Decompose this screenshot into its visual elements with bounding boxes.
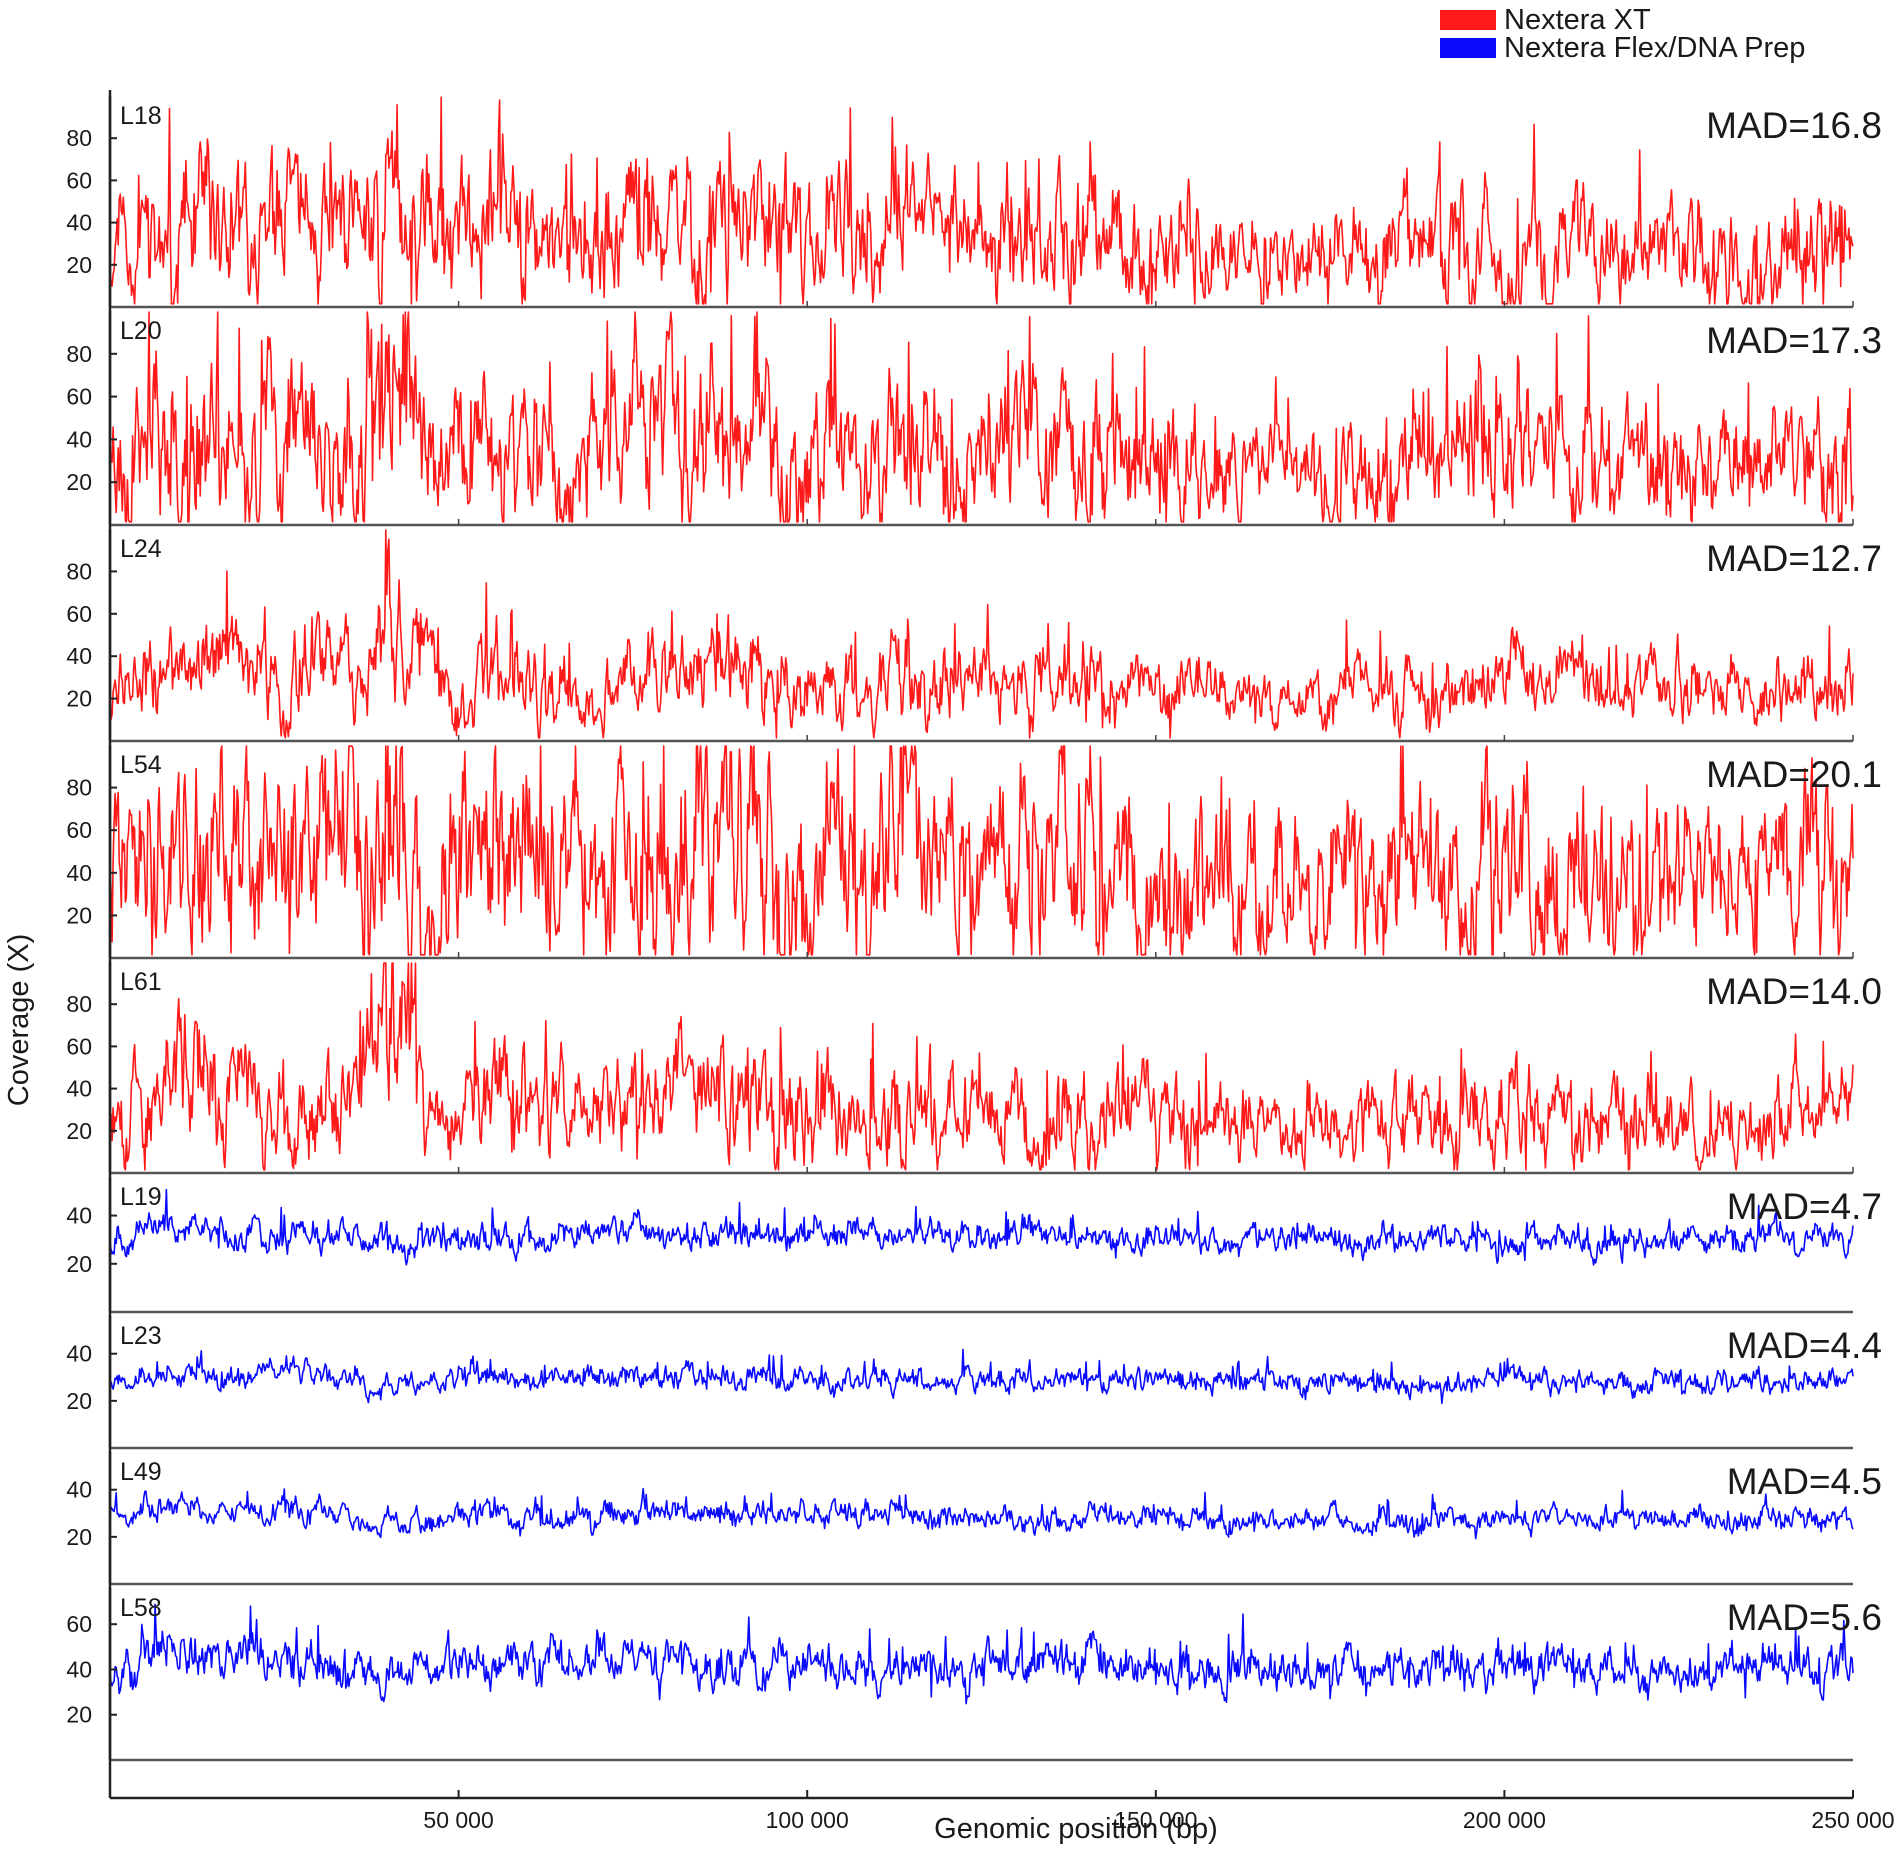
y-tick-label: 60 xyxy=(66,1611,92,1637)
panel-mad-label: MAD=5.6 xyxy=(1727,1597,1882,1638)
y-tick-label: 40 xyxy=(66,1203,92,1229)
panel-sample-label: L23 xyxy=(120,1322,162,1350)
y-tick-label: 20 xyxy=(66,1388,92,1414)
y-tick-label: 40 xyxy=(66,860,92,886)
series-line-l58 xyxy=(109,1603,1854,1705)
panel-sample-label: L54 xyxy=(120,751,162,779)
x-axis-title: Genomic position (bp) xyxy=(934,1813,1218,1845)
series-line-l61 xyxy=(109,962,1854,1171)
panel-l58: 20 40 60 L58 MAD=5.6 xyxy=(66,1588,1882,1762)
panel-l18: 20 40 60 80 L18 MAD=16.8 xyxy=(66,96,1882,309)
y-tick-label: 40 xyxy=(66,643,92,669)
x-tick-label: 150 000 xyxy=(1114,1807,1197,1833)
series-line-l18 xyxy=(109,96,1854,305)
panel-sample-label: L61 xyxy=(120,968,162,996)
series-line-l49 xyxy=(109,1487,1854,1540)
x-tick-label: 50 000 xyxy=(423,1807,493,1833)
legend-entry-2: Nextera Flex/DNA Prep xyxy=(1504,32,1805,64)
panel-sample-label: L49 xyxy=(120,1458,162,1486)
y-tick-label: 60 xyxy=(66,601,92,627)
y-tick-label: 40 xyxy=(66,1076,92,1102)
y-tick-label: 40 xyxy=(66,426,92,452)
panel-l19: 20 40 L19 MAD=4.7 xyxy=(66,1177,1882,1314)
panel-mad-label: MAD=20.1 xyxy=(1706,754,1882,795)
panel-sample-label: L18 xyxy=(120,102,162,130)
y-tick-label: 60 xyxy=(66,1033,92,1059)
panel-l49: 20 40 L49 MAD=4.5 xyxy=(66,1452,1882,1586)
y-tick-label: 20 xyxy=(66,1251,92,1277)
panel-mad-label: MAD=4.4 xyxy=(1727,1325,1882,1366)
y-tick-label: 80 xyxy=(66,558,92,584)
y-tick-label: 20 xyxy=(66,686,92,712)
panel-mad-label: MAD=17.3 xyxy=(1706,320,1882,361)
x-tick-label: 200 000 xyxy=(1463,1807,1546,1833)
x-axis: 50 000 100 000 150 000 200 000 250 000 xyxy=(108,90,1895,1833)
series-line-l19 xyxy=(109,1188,1854,1266)
series-line-l54 xyxy=(109,745,1854,956)
panel-l61: 20 40 60 80 L61 MAD=14.0 xyxy=(66,962,1882,1175)
panel-l54: 20 40 60 80 L54 MAD=20.1 xyxy=(66,745,1882,960)
y-tick-label: 40 xyxy=(66,1656,92,1682)
y-tick-label: 20 xyxy=(66,1118,92,1144)
y-tick-label: 60 xyxy=(66,167,92,193)
panel-sample-label: L19 xyxy=(120,1183,162,1211)
series-line-l24 xyxy=(109,529,1854,739)
y-tick-label: 80 xyxy=(66,991,92,1017)
panel-l23: 20 40 L23 MAD=4.4 xyxy=(66,1316,1882,1450)
panel-mad-label: MAD=16.8 xyxy=(1706,105,1882,146)
panel-l24: 20 40 60 80 L24 MAD=12.7 xyxy=(66,529,1882,743)
y-tick-label: 80 xyxy=(66,341,92,367)
panel-mad-label: MAD=4.7 xyxy=(1727,1186,1882,1227)
y-tick-label: 40 xyxy=(66,1341,92,1367)
y-tick-label: 40 xyxy=(66,1477,92,1503)
y-tick-label: 40 xyxy=(66,210,92,236)
y-tick-label: 20 xyxy=(66,469,92,495)
panel-sample-label: L24 xyxy=(120,535,162,563)
y-tick-label: 80 xyxy=(66,125,92,151)
y-tick-label: 20 xyxy=(66,1524,92,1550)
y-tick-label: 20 xyxy=(66,1702,92,1728)
y-axis-title: Coverage (X) xyxy=(3,934,35,1106)
legend-entry-1: Nextera XT xyxy=(1504,4,1651,36)
panel-l20: 20 40 60 80 L20 MAD=17.3 xyxy=(66,311,1882,527)
legend-swatch-2 xyxy=(1440,38,1496,58)
y-tick-label: 20 xyxy=(66,252,92,278)
y-tick-label: 20 xyxy=(66,902,92,928)
x-tick-label: 100 000 xyxy=(766,1807,849,1833)
series-line-l23 xyxy=(109,1348,1854,1405)
legend-swatch-1 xyxy=(1440,10,1496,30)
panel-mad-label: MAD=12.7 xyxy=(1706,538,1882,579)
panel-sample-label: L58 xyxy=(120,1594,162,1622)
series-line-l20 xyxy=(109,311,1854,523)
y-tick-label: 60 xyxy=(66,384,92,410)
y-tick-label: 80 xyxy=(66,775,92,801)
panel-mad-label: MAD=14.0 xyxy=(1706,971,1882,1012)
x-tick-label: 250 000 xyxy=(1811,1807,1894,1833)
y-tick-label: 60 xyxy=(66,817,92,843)
panel-mad-label: MAD=4.5 xyxy=(1727,1461,1882,1502)
panel-sample-label: L20 xyxy=(120,317,162,345)
